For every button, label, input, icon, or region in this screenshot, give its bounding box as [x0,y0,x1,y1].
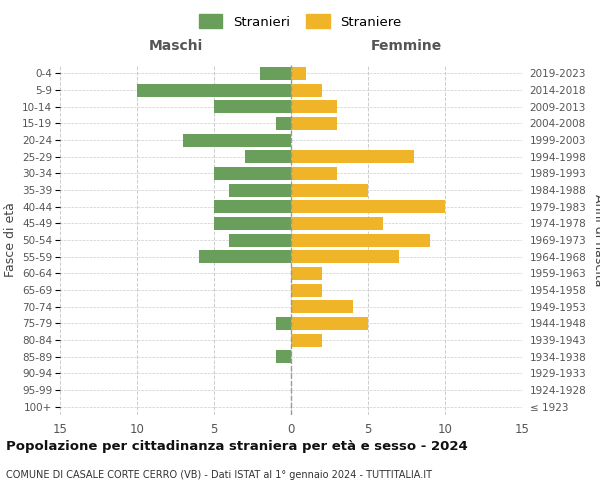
Y-axis label: Anni di nascita: Anni di nascita [592,194,600,286]
Bar [291,100,337,113]
Bar [214,200,291,213]
Bar [275,317,291,330]
Bar [214,167,291,180]
Bar [214,217,291,230]
Legend: Stranieri, Straniere: Stranieri, Straniere [193,9,407,34]
Bar [214,100,291,113]
Text: COMUNE DI CASALE CORTE CERRO (VB) - Dati ISTAT al 1° gennaio 2024 - TUTTITALIA.I: COMUNE DI CASALE CORTE CERRO (VB) - Dati… [6,470,432,480]
Bar [291,300,353,313]
Bar [291,150,414,163]
Text: Popolazione per cittadinanza straniera per età e sesso - 2024: Popolazione per cittadinanza straniera p… [6,440,468,453]
Bar [291,250,399,263]
Bar [291,334,322,346]
Bar [291,217,383,230]
Bar [291,67,307,80]
Bar [199,250,291,263]
Bar [291,84,322,96]
Bar [245,150,291,163]
Y-axis label: Fasce di età: Fasce di età [4,202,17,278]
Bar [291,200,445,213]
Text: Maschi: Maschi [148,38,203,52]
Bar [291,284,322,296]
Bar [291,184,368,196]
Bar [137,84,291,96]
Bar [183,134,291,146]
Bar [229,234,291,246]
Bar [291,234,430,246]
Bar [275,117,291,130]
Bar [291,267,322,280]
Bar [260,67,291,80]
Bar [291,117,337,130]
Text: Femmine: Femmine [371,38,442,52]
Bar [291,167,337,180]
Bar [291,317,368,330]
Bar [229,184,291,196]
Bar [275,350,291,363]
